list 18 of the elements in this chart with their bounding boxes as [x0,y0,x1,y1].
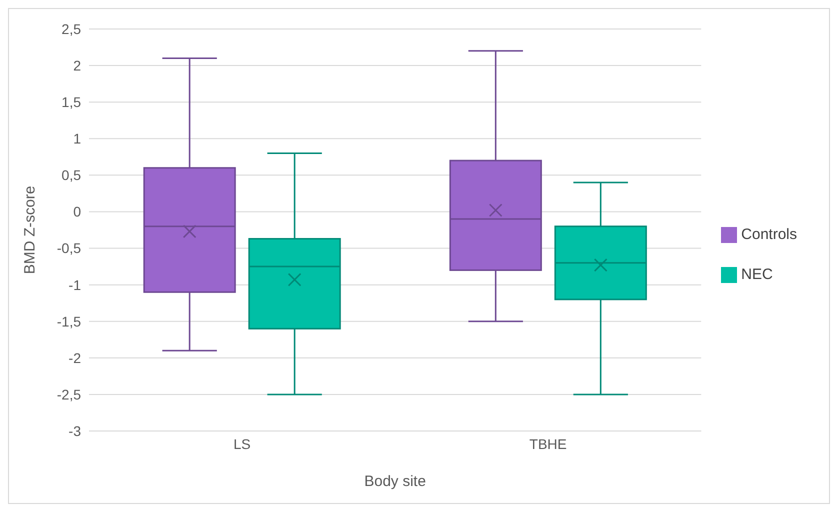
y-tick-label: -2 [68,350,82,366]
y-tick-label: -2,5 [56,386,82,402]
y-tick-label: 2,5 [62,20,82,37]
y-tick-label: 2 [73,58,82,74]
y-tick-label: 1 [73,130,82,147]
y-tick-label: 1,5 [62,94,82,110]
y-tick-label: -1,5 [56,313,82,330]
x-tick-label: TBHE [529,436,567,452]
y-axis-title: BMD Z-score [21,186,38,274]
y-tick-label: 0 [73,204,82,220]
y-tick-label: -3 [68,422,82,439]
legend-label: Controls [741,226,797,243]
y-tick-label: -1 [68,276,82,293]
x-tick-label: LS [233,436,251,452]
y-tick-label: 0,5 [62,167,82,184]
legend-label: NEC [741,266,773,283]
y-tick-label: -0,5 [56,240,82,256]
x-axis-title: Body site [364,473,426,490]
